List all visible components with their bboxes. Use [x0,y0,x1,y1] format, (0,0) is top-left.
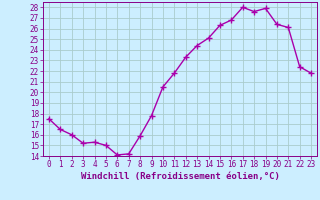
X-axis label: Windchill (Refroidissement éolien,°C): Windchill (Refroidissement éolien,°C) [81,172,279,181]
